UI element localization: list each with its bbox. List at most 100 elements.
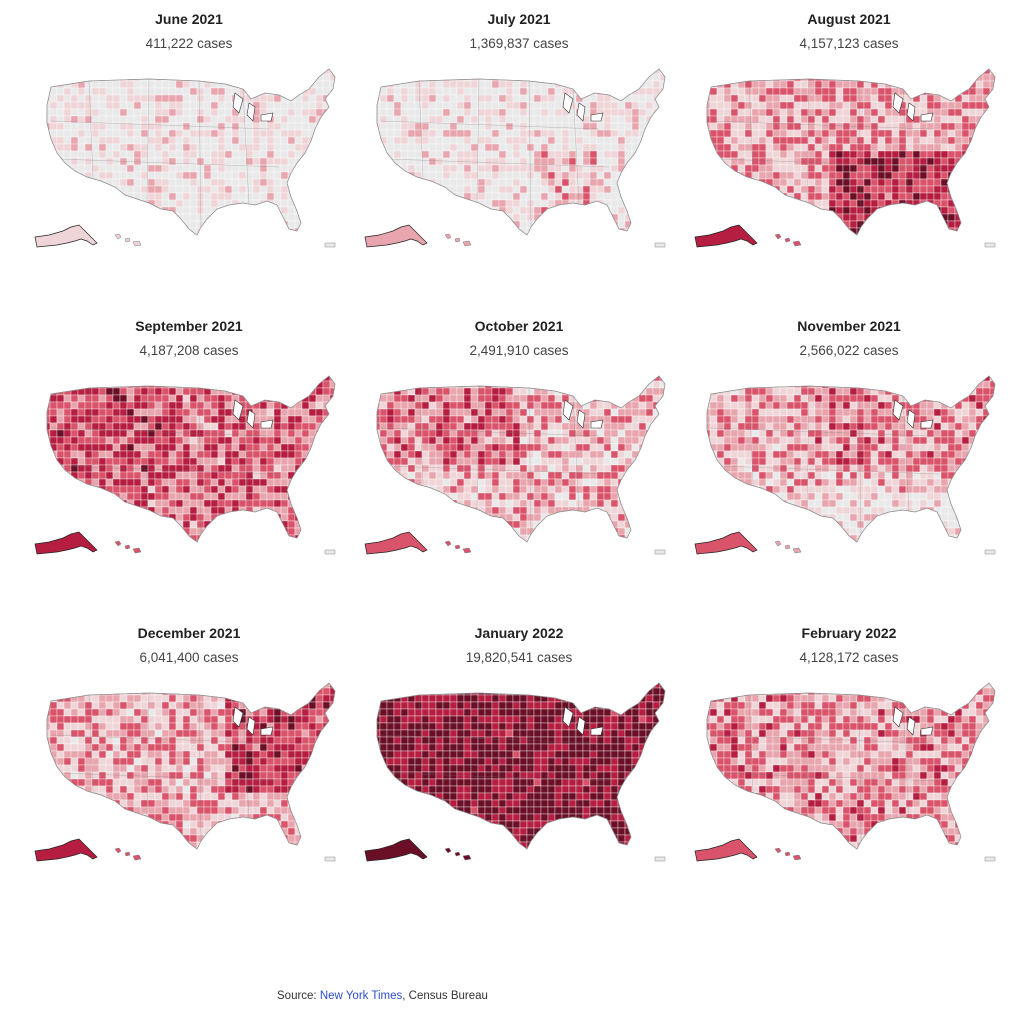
county-cell <box>716 164 725 173</box>
county-cell <box>617 376 626 382</box>
county-cell <box>224 136 233 145</box>
county-cell <box>168 499 177 508</box>
county-cell <box>807 178 816 187</box>
county-cell <box>519 408 528 417</box>
county-cell <box>470 376 479 382</box>
county-cell <box>849 171 858 180</box>
county-cell <box>189 408 198 417</box>
county-cell <box>329 478 335 487</box>
county-cell <box>70 478 79 487</box>
county-cell <box>245 429 254 438</box>
county-cell <box>393 401 402 410</box>
county-cell <box>113 549 120 556</box>
county-cell <box>540 192 549 201</box>
county-cell <box>547 380 556 389</box>
county-cell <box>266 220 275 229</box>
county-cell <box>498 376 507 382</box>
county-cell <box>870 213 879 222</box>
county-cell <box>168 408 177 417</box>
county-cell <box>84 450 93 459</box>
county-cell <box>377 108 381 117</box>
county-cell <box>63 520 72 529</box>
us-county-map <box>359 366 679 561</box>
county-cell <box>526 401 535 410</box>
county-cell <box>582 401 591 410</box>
county-cell <box>140 227 149 235</box>
county-cell <box>315 464 324 473</box>
county-cell <box>645 206 654 215</box>
county-cell <box>168 457 177 466</box>
county-cell <box>540 87 549 96</box>
county-cell <box>301 401 310 410</box>
county-cell <box>491 376 500 382</box>
county-cell <box>175 87 184 96</box>
county-cell <box>301 436 310 445</box>
county-cell <box>161 436 170 445</box>
county-cell <box>899 242 906 249</box>
county-cell <box>119 394 128 403</box>
county-cell <box>148 242 155 249</box>
county-cell <box>189 171 198 180</box>
county-cell <box>189 422 198 431</box>
county-cell <box>772 213 781 222</box>
county-cell <box>997 144 1004 151</box>
county-cell <box>905 171 914 180</box>
county-cell <box>997 95 1004 102</box>
county-cell <box>329 192 335 201</box>
county-cell <box>140 69 149 75</box>
county-cell <box>98 380 107 389</box>
county-cell <box>421 129 430 138</box>
county-cell <box>301 492 310 501</box>
county-cell <box>498 150 507 159</box>
county-cell <box>828 80 837 89</box>
county-cell <box>547 164 556 173</box>
county-cell <box>189 499 198 508</box>
county-cell <box>470 394 479 403</box>
county-cell <box>554 206 563 215</box>
county-cell <box>182 436 191 445</box>
county-cell <box>119 436 128 445</box>
county-cell <box>891 143 900 152</box>
county-cell <box>168 534 177 542</box>
county-cell <box>926 157 935 166</box>
county-cell <box>526 80 535 89</box>
county-cell <box>91 401 100 410</box>
county-cell <box>554 415 563 424</box>
county-cell <box>49 185 58 194</box>
county-cell <box>252 213 261 222</box>
county-cell <box>266 136 275 145</box>
county-cell <box>196 213 205 222</box>
county-cell <box>400 206 409 215</box>
county-cell <box>294 164 303 173</box>
county-cell <box>912 220 921 229</box>
county-cell <box>842 69 851 75</box>
county-cell <box>610 94 619 103</box>
county-cell <box>105 408 114 417</box>
county-cell <box>975 129 984 138</box>
county-cell <box>63 213 72 222</box>
county-cell <box>252 534 261 542</box>
panel-title: June 2021 <box>155 11 223 27</box>
county-cell <box>638 115 647 124</box>
county-cell <box>56 178 65 187</box>
county-cell <box>203 422 212 431</box>
county-cell <box>245 206 254 215</box>
county-cell <box>863 115 872 124</box>
county-cell <box>217 136 226 145</box>
county-cell <box>322 492 331 501</box>
county-cell <box>161 108 170 117</box>
county-cell <box>772 108 781 117</box>
county-cell <box>168 394 177 403</box>
county-cell <box>322 401 331 410</box>
county-cell <box>786 178 795 187</box>
county-cell <box>926 213 935 222</box>
county-cell <box>975 164 984 173</box>
county-cell <box>49 87 58 96</box>
county-cell <box>337 493 344 500</box>
county-cell <box>512 73 521 82</box>
county-cell <box>47 443 51 452</box>
county-cell <box>140 213 149 222</box>
county-cell <box>610 380 619 389</box>
county-cell <box>377 213 381 222</box>
county-cell <box>638 220 647 229</box>
